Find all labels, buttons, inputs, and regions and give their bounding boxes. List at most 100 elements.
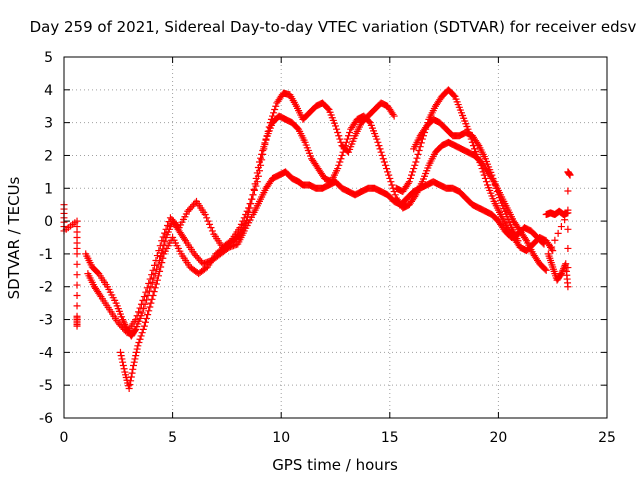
data-point (161, 229, 169, 237)
data-point (119, 361, 127, 369)
data-point (412, 158, 420, 166)
data-point (334, 165, 342, 173)
data-point (147, 299, 155, 307)
data-point (140, 293, 148, 301)
data-point (155, 247, 163, 255)
data-point (345, 132, 353, 140)
data-point (413, 154, 421, 162)
data-point (269, 112, 277, 120)
data-point (149, 291, 157, 299)
data-point (201, 211, 209, 219)
data-point (564, 264, 572, 272)
data-point (119, 358, 127, 366)
data-point (125, 384, 133, 392)
data-point (335, 161, 343, 169)
data-point (206, 220, 214, 228)
data-point (477, 161, 485, 169)
data-point (73, 291, 81, 299)
x-tick-label: 5 (168, 430, 177, 446)
data-point (158, 237, 166, 245)
data-point (379, 155, 387, 163)
data-point (203, 214, 211, 222)
data-point (144, 311, 152, 319)
data-point (130, 358, 138, 366)
data-point (127, 373, 135, 381)
data-point (164, 221, 172, 229)
data-point (373, 135, 381, 143)
data-point (272, 102, 280, 110)
data-point (551, 236, 559, 244)
data-point (126, 381, 134, 389)
data-point (146, 275, 154, 283)
data-point (253, 178, 261, 186)
data-point (564, 187, 572, 195)
data-point (564, 225, 572, 233)
data-point (481, 174, 489, 182)
data-point (334, 128, 342, 136)
data-point (145, 279, 153, 287)
data-point (389, 110, 397, 118)
data-point (564, 283, 572, 291)
data-point (135, 308, 143, 316)
data-point (240, 214, 248, 222)
y-tick-label: -5 (39, 378, 53, 394)
y-tick-label: 1 (44, 181, 53, 197)
data-point (96, 291, 104, 299)
data-point (132, 352, 140, 360)
data-point (118, 355, 126, 363)
data-point (136, 304, 144, 312)
data-point (259, 150, 267, 158)
x-axis-label: GPS time / hours (272, 456, 398, 474)
data-point (145, 307, 153, 315)
data-point (381, 161, 389, 169)
data-point (158, 259, 166, 267)
data-point (257, 161, 265, 169)
y-tick-labels: -6 -5 -4 -3 -2 -1 0 1 2 3 4 5 (39, 50, 53, 427)
data-point (139, 296, 147, 304)
data-point (488, 171, 496, 179)
data-point (159, 233, 167, 241)
data-point (249, 191, 257, 199)
data-point (384, 168, 392, 176)
data-point (406, 174, 414, 182)
data-point (514, 237, 522, 245)
x-tick-label: 20 (489, 430, 507, 446)
data-point (378, 151, 386, 159)
data-point (162, 225, 170, 233)
data-point (135, 339, 143, 347)
data-point (411, 192, 419, 200)
data-point (346, 128, 354, 136)
data-point (493, 188, 501, 196)
data-point (490, 178, 498, 186)
data-point (152, 280, 160, 288)
data-point (489, 174, 497, 182)
data-point (73, 281, 81, 289)
data-point (380, 158, 388, 166)
data-point (374, 138, 382, 146)
data-point (137, 332, 145, 340)
data-point (131, 355, 139, 363)
y-tick-label: -4 (39, 345, 53, 361)
y-tick-label: 0 (44, 214, 53, 230)
data-point (408, 171, 416, 179)
data-point (141, 318, 149, 326)
data-point (267, 115, 275, 123)
data-point (383, 165, 391, 173)
data-point (245, 204, 253, 212)
data-point (557, 223, 565, 231)
data-point (73, 271, 81, 279)
data-point (388, 181, 396, 189)
data-point (324, 104, 332, 112)
y-tick-label: -2 (39, 280, 53, 296)
data-point (266, 119, 274, 127)
x-tick-label: 10 (272, 430, 290, 446)
data-point (119, 317, 127, 325)
data-point (156, 242, 164, 250)
data-point (263, 132, 271, 140)
data-point (136, 335, 144, 343)
data-point (252, 182, 260, 190)
data-point (207, 224, 215, 232)
data-point (564, 244, 572, 252)
data-point (181, 235, 189, 243)
